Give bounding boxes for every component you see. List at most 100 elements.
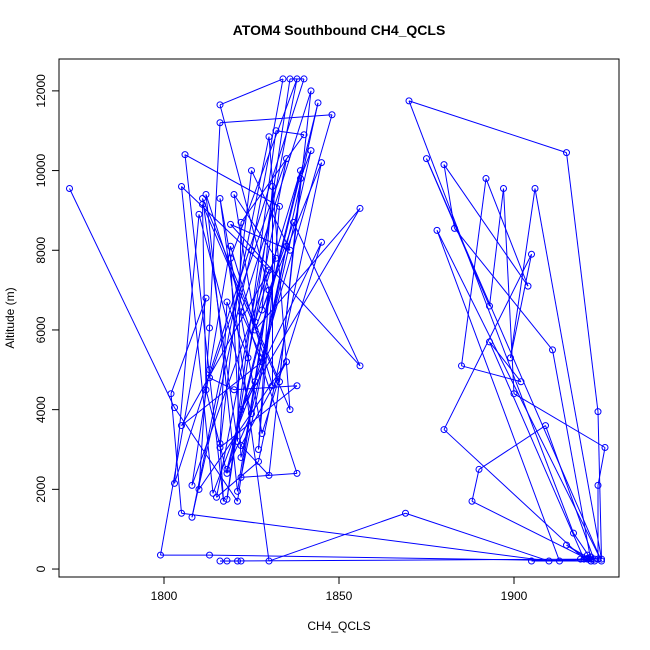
data-point [258, 358, 266, 366]
data-point [269, 382, 276, 390]
series-segment [254, 222, 294, 331]
data-point [248, 167, 255, 175]
data-point [223, 495, 231, 503]
y-tick-label: 8000 [34, 237, 48, 264]
data-point [549, 346, 556, 354]
series-segment [240, 242, 322, 410]
data-point [234, 487, 241, 495]
data-point [402, 509, 409, 517]
data-point [286, 246, 294, 254]
series-segment [219, 114, 333, 124]
data-point [178, 509, 185, 517]
series-segment [300, 150, 312, 179]
data-point [286, 75, 294, 83]
data-point [216, 444, 224, 451]
series-segment [597, 411, 602, 560]
data-point [234, 497, 241, 505]
series-segment [443, 429, 585, 560]
data-point [202, 294, 210, 302]
series-segment [240, 150, 312, 458]
data-point [216, 119, 224, 127]
data-point [258, 306, 266, 314]
data-point [283, 242, 290, 250]
series-segment [160, 297, 207, 556]
data-point [255, 457, 262, 465]
data-point [356, 362, 364, 370]
data-point [468, 497, 476, 505]
data-point [528, 557, 535, 565]
data-point [237, 453, 245, 461]
data-point [157, 551, 164, 559]
series-segment [573, 532, 592, 560]
series-segment [408, 100, 567, 154]
x-tick-label: 1900 [501, 589, 528, 603]
data-point [297, 175, 304, 183]
data-point [181, 151, 189, 159]
data-point [216, 194, 224, 202]
data-point [290, 218, 297, 226]
data-point [195, 485, 203, 493]
series-segment [489, 341, 522, 383]
data-point [584, 555, 591, 563]
data-point [451, 224, 458, 232]
series-segment [216, 78, 298, 498]
data-point [269, 183, 276, 191]
data-point [248, 246, 255, 254]
series-lines [69, 78, 606, 562]
y-tick-label: 4000 [34, 396, 48, 423]
series-segment [454, 228, 553, 351]
series-segment [184, 154, 280, 207]
data-point [528, 250, 535, 258]
series-segment [237, 290, 270, 492]
data-point [178, 422, 185, 430]
series-segment [209, 246, 231, 370]
series-segment [191, 136, 270, 518]
series-segment [219, 78, 284, 106]
data-point [563, 149, 570, 157]
data-point [230, 190, 238, 198]
data-point [171, 479, 178, 487]
data-point [66, 185, 73, 192]
data-point [500, 185, 507, 192]
series-segment [261, 102, 319, 358]
data-point [234, 557, 241, 565]
data-point [591, 555, 598, 563]
series-segment [268, 512, 406, 562]
data-point [293, 469, 301, 477]
series-segment [566, 152, 599, 412]
data-point [328, 111, 336, 119]
series-segment [597, 447, 606, 486]
data-point [213, 493, 220, 501]
data-point [458, 362, 465, 370]
data-point [265, 286, 273, 294]
series-segment [566, 544, 592, 560]
data-point [248, 410, 255, 418]
data-point [440, 161, 448, 169]
data-point [167, 390, 175, 398]
data-point [556, 557, 563, 565]
data-point [223, 469, 231, 477]
data-point [188, 513, 196, 521]
series-segment [461, 178, 487, 366]
data-point [223, 465, 231, 473]
data-point [598, 557, 605, 565]
series-segment [219, 104, 270, 291]
series-segment [545, 425, 595, 562]
series-segment [219, 443, 224, 502]
data-point [283, 358, 290, 366]
series-segment [181, 361, 263, 426]
series-segment [510, 254, 532, 358]
data-point [307, 147, 315, 155]
data-point [230, 386, 238, 394]
data-point [227, 220, 234, 228]
data-point [318, 238, 325, 246]
data-point [580, 555, 588, 563]
series-segment [202, 198, 238, 442]
series-segment [237, 222, 242, 442]
data-point [517, 378, 525, 386]
series-segment [219, 198, 270, 562]
series-segment [251, 170, 291, 251]
data-point [542, 422, 549, 430]
data-point [237, 442, 245, 450]
series-segment [209, 122, 221, 328]
